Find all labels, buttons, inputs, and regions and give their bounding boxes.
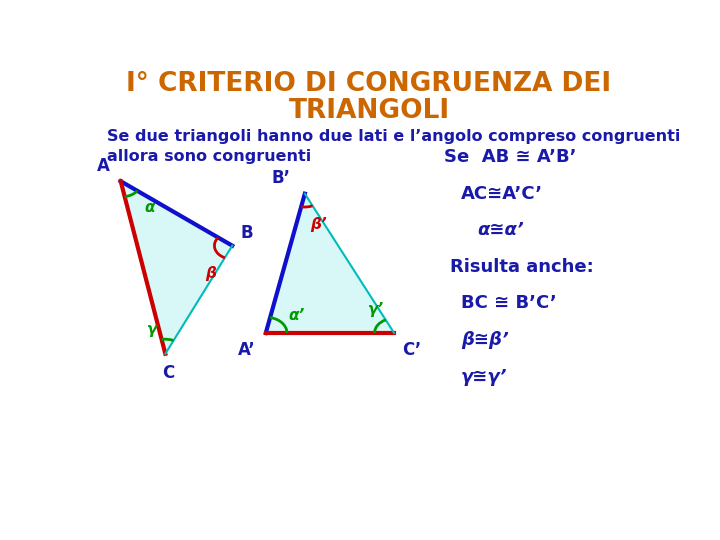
Text: I° CRITERIO DI CONGRUENZA DEI: I° CRITERIO DI CONGRUENZA DEI xyxy=(127,71,611,97)
Polygon shape xyxy=(121,181,233,354)
Text: γ’: γ’ xyxy=(368,302,384,317)
Text: α≅α’: α≅α’ xyxy=(478,221,525,239)
Text: α’: α’ xyxy=(288,308,305,322)
Text: β’: β’ xyxy=(310,217,327,232)
Text: B: B xyxy=(240,224,253,241)
Text: C’: C’ xyxy=(402,341,422,359)
Text: Se  AB ≅ A’B’: Se AB ≅ A’B’ xyxy=(444,148,577,166)
Text: α: α xyxy=(144,200,155,215)
Text: BC ≅ B’C’: BC ≅ B’C’ xyxy=(461,294,557,312)
Polygon shape xyxy=(266,194,394,333)
Text: Se due triangoli hanno due lati e l’angolo compreso congruenti
allora sono congr: Se due triangoli hanno due lati e l’ango… xyxy=(107,129,680,164)
Text: TRIANGOLI: TRIANGOLI xyxy=(289,98,449,124)
Text: Risulta anche:: Risulta anche: xyxy=(450,258,594,276)
Text: B’: B’ xyxy=(272,170,291,187)
Text: AC≅A’C’: AC≅A’C’ xyxy=(461,185,543,202)
Text: A’: A’ xyxy=(238,341,256,359)
Text: β: β xyxy=(206,266,217,281)
Text: C: C xyxy=(162,364,174,382)
Text: γ: γ xyxy=(147,322,157,337)
Text: γ≅γ’: γ≅γ’ xyxy=(461,368,508,386)
Text: A: A xyxy=(96,157,109,175)
Text: β≅β’: β≅β’ xyxy=(461,331,509,349)
